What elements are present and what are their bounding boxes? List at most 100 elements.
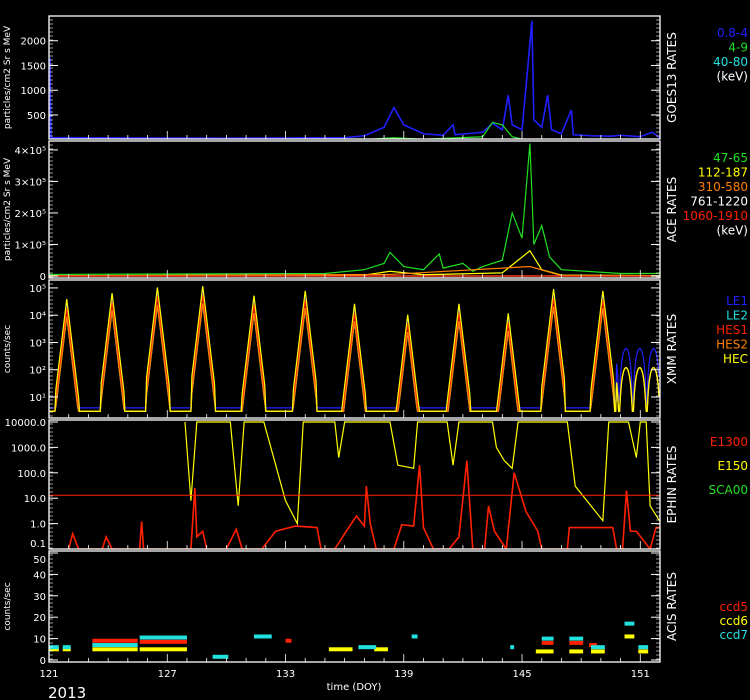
- x-tick-label: 133: [276, 669, 295, 680]
- legend-entry: LE2: [726, 309, 748, 323]
- y-tick-label: 2×10⁵: [15, 209, 46, 220]
- series-ccd5-segment: [541, 640, 554, 645]
- legend-entry: LE1: [726, 294, 748, 308]
- series-HEC: [49, 285, 660, 412]
- y-tick-label: 50: [33, 555, 46, 566]
- series-ccd7-segment: [62, 645, 71, 650]
- y-tick-label: 2000: [21, 37, 46, 48]
- series-ccd7-segment: [139, 635, 187, 640]
- series-E1300: [67, 460, 660, 549]
- legend-entry: E1300: [710, 435, 748, 449]
- legend-entry: HEC: [723, 352, 748, 366]
- panel-frame: [48, 140, 661, 279]
- panel-xmm-rates: 10¹ 10² 10³ 10⁴ 10⁵ counts/sec XMM RATES LE1LE2…: [3, 279, 748, 419]
- y-tick-label: 10¹: [29, 393, 46, 404]
- series-HES1: [49, 295, 660, 412]
- series-ccd6-segment: [62, 647, 71, 652]
- legend-entry: E150: [718, 459, 749, 473]
- y-tick-label: 0: [40, 272, 46, 283]
- series-ccd7-segment: [92, 643, 138, 648]
- y-axis-label: particles/cm2 Sr s MeV: [3, 157, 13, 261]
- series-E150: [184, 421, 660, 526]
- series-ccd7-segment: [591, 645, 605, 650]
- y-axis-label: counts/sec: [3, 325, 13, 373]
- y-tick-label: 0.1: [30, 539, 46, 550]
- x-tick-label: 121: [39, 669, 58, 680]
- series-ccd6-segment: [49, 647, 59, 652]
- series-ccd7-segment: [49, 645, 59, 650]
- series-ccd5-segment: [589, 643, 597, 648]
- series-ccd5-segment: [92, 638, 138, 643]
- panel-label: GOES13 RATES: [665, 32, 679, 123]
- series-ccd7-segment: [638, 645, 649, 650]
- y-tick-label: 10⁴: [29, 311, 46, 322]
- panel-label: EPHIN RATES: [665, 446, 679, 524]
- legend-entry: SCA00: [709, 483, 748, 497]
- y-tick-label: 1500: [21, 61, 46, 72]
- panel-frame: [48, 279, 661, 419]
- legend-entry: 112-187: [698, 166, 748, 180]
- legend-entry: (keV): [717, 224, 748, 238]
- x-tick-label: 127: [158, 669, 177, 680]
- y-tick-label: 1×10⁵: [15, 240, 46, 251]
- legend-entry: HES2: [716, 338, 748, 352]
- y-tick-label: 10³: [29, 338, 46, 349]
- panel-ephin-rates: 0.1 1.0 10.0 100.0 1000.0 10000.0 EPHIN RATES E…: [5, 418, 748, 550]
- legend-entry: 1060-1910: [683, 209, 748, 223]
- panel-label: ACE RATES: [665, 177, 679, 242]
- series-47-65: [49, 143, 660, 276]
- series-ccd6-segment: [624, 634, 635, 639]
- legend-entry: 761-1220: [690, 195, 748, 209]
- legend-entry: 40-80: [713, 55, 748, 69]
- y-tick-label: 10.0: [24, 494, 46, 505]
- legend-entry: 310-580: [698, 180, 748, 194]
- y-tick-label: 1000.0: [11, 443, 46, 454]
- panel-label: XMM RATES: [665, 314, 679, 384]
- y-tick-label: 30: [33, 592, 46, 603]
- legend-entry: HES1: [716, 323, 748, 337]
- panel-label: ACIS RATES: [665, 572, 679, 641]
- y-tick-label: 4×10⁵: [15, 146, 46, 157]
- x-tick-label: 145: [512, 669, 531, 680]
- series-ccd6-segment: [328, 647, 353, 652]
- y-tick-label: 0: [40, 656, 46, 667]
- series-ccd6-segment: [92, 647, 138, 652]
- panel-frame: [48, 550, 661, 663]
- series-ccd7-segment: [358, 645, 377, 650]
- series-ccd6-segment: [139, 647, 187, 652]
- series-112-187: [49, 249, 660, 277]
- series-ccd6-segment: [638, 649, 649, 654]
- series-ccd5-segment: [569, 640, 584, 645]
- panel-frame: [48, 15, 661, 140]
- y-tick-label: 40: [33, 570, 46, 581]
- year-label: 2013: [48, 684, 86, 700]
- series-ccd6-segment: [535, 649, 554, 654]
- legend-entry: 47-65: [713, 151, 748, 165]
- x-axis-label: time (DOY): [327, 682, 382, 693]
- series-ccd7-segment: [510, 645, 515, 650]
- legend-entry: ccd7: [720, 628, 748, 642]
- legend-entry: 4-9: [728, 41, 748, 55]
- series-0.8-4: [49, 20, 660, 139]
- panel-acis-rates: 0 10 20 30 40 50 counts/sec ACIS RATES ccd5ccd6c…: [3, 550, 748, 680]
- y-tick-label: 1000: [21, 86, 46, 97]
- y-tick-label: 10⁵: [29, 284, 46, 295]
- y-tick-label: 500: [27, 111, 46, 122]
- series-HES2: [49, 303, 660, 412]
- series-ccd5-segment: [139, 639, 187, 644]
- y-tick-label: 10: [33, 635, 46, 646]
- panel-frame: [48, 419, 661, 550]
- x-tick-label: 139: [394, 669, 413, 680]
- x-tick-label: 151: [631, 669, 650, 680]
- y-tick-label: 3×10⁵: [15, 177, 46, 188]
- y-tick-label: 100.0: [17, 469, 46, 480]
- series-ccd6-segment: [569, 649, 584, 654]
- series-ccd7-segment: [569, 636, 584, 641]
- y-tick-label: 1.0: [30, 520, 46, 531]
- legend-entry: ccd6: [720, 614, 748, 628]
- y-tick-label: 20: [33, 613, 46, 624]
- legend-entry: 0.8-4: [717, 26, 748, 40]
